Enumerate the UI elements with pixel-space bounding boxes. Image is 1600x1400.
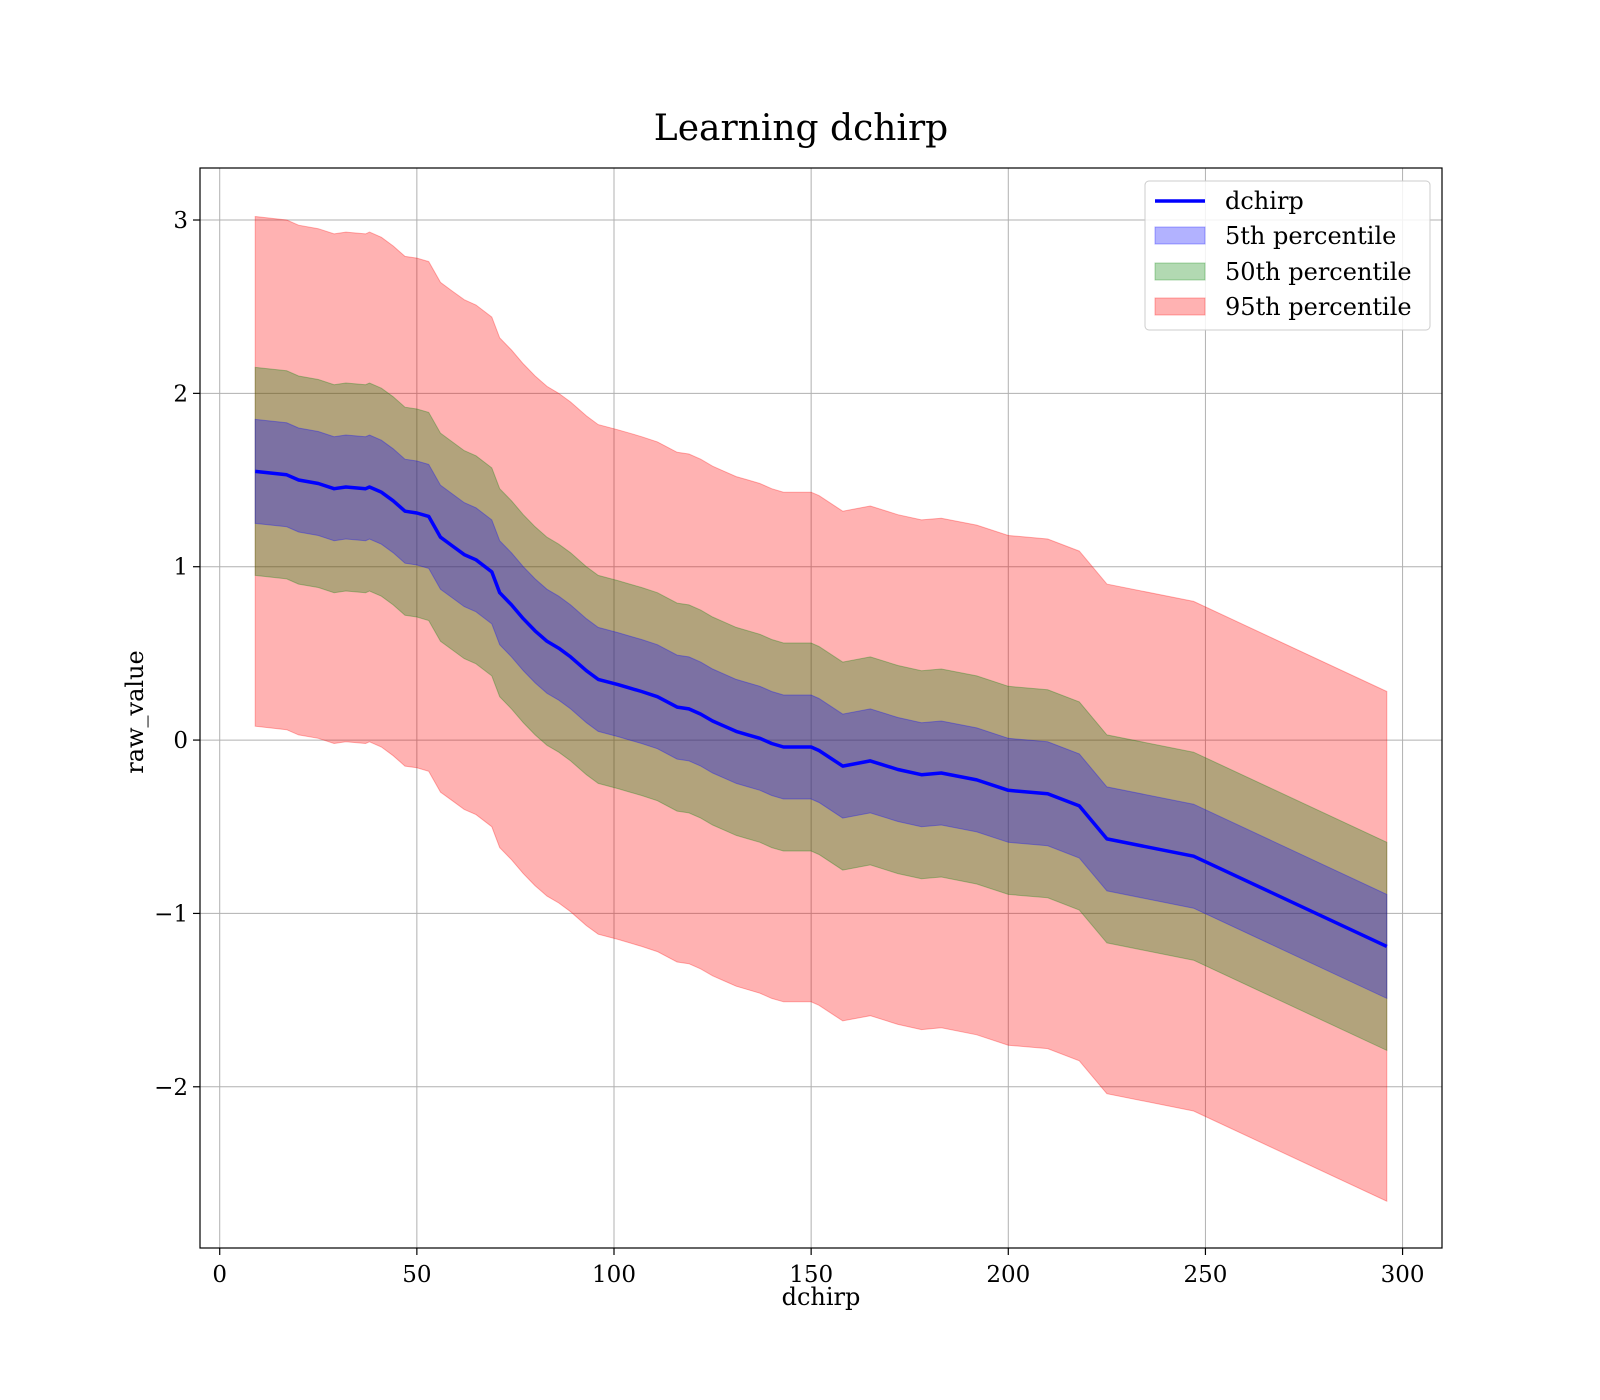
band-50th-percentile bbox=[254, 366, 1388, 1052]
legend: dchirp 5th percentile 50th percentile 95… bbox=[1144, 180, 1431, 331]
chart-title: Learning dchirp bbox=[654, 108, 948, 149]
x-tick-label: 0 bbox=[212, 1262, 227, 1288]
x-tick-label: 150 bbox=[789, 1262, 833, 1288]
legend-box bbox=[1144, 180, 1431, 331]
series-lines bbox=[255, 469, 1388, 948]
y-axis-ticks: −2 −1 0 1 2 3 bbox=[154, 208, 200, 1101]
x-tick-label: 300 bbox=[1381, 1262, 1425, 1288]
y-tick-label: −1 bbox=[154, 901, 188, 927]
percentile-bands bbox=[254, 215, 1388, 1202]
plot-frame bbox=[199, 167, 1443, 1249]
legend-swatch-5th bbox=[1154, 226, 1206, 245]
x-tick-label: 200 bbox=[986, 1262, 1030, 1288]
x-tick-label: 100 bbox=[592, 1262, 636, 1288]
band-95th-percentile bbox=[254, 215, 1388, 1202]
y-axis-label: raw_value bbox=[121, 650, 149, 774]
series-line-dchirp bbox=[255, 469, 1388, 948]
y-tick-label: 1 bbox=[173, 555, 188, 581]
legend-swatch-95th bbox=[1154, 297, 1206, 316]
legend-label-95th: 95th percentile bbox=[1225, 293, 1412, 321]
legend-label-5th: 5th percentile bbox=[1225, 222, 1396, 250]
y-tick-label: 2 bbox=[173, 381, 188, 407]
x-tick-label: 250 bbox=[1183, 1262, 1227, 1288]
legend-label-50th: 50th percentile bbox=[1225, 258, 1412, 286]
x-axis-ticks: 0 50 100 150 200 250 300 bbox=[212, 1248, 1425, 1288]
legend-label-dchirp: dchirp bbox=[1225, 187, 1304, 215]
legend-swatch-50th bbox=[1154, 262, 1206, 281]
y-tick-label: −2 bbox=[154, 1075, 188, 1101]
x-axis-label: dchirp bbox=[782, 1283, 861, 1311]
y-tick-label: 0 bbox=[173, 728, 188, 754]
band-5th-percentile bbox=[254, 418, 1388, 1000]
x-tick-label: 50 bbox=[402, 1262, 431, 1288]
y-tick-label: 3 bbox=[173, 208, 188, 234]
